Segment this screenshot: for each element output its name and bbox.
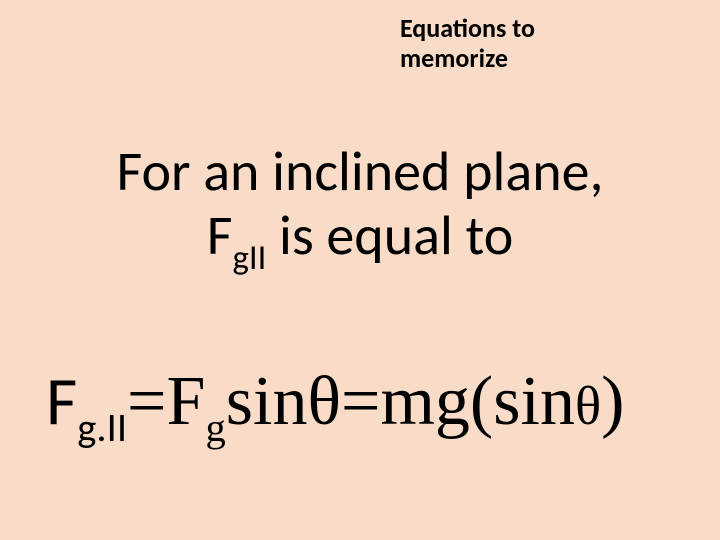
body-line-1: For an inclined plane, [117, 138, 604, 206]
body-line-2-post: is equal to [266, 202, 513, 270]
title-line-2: memorize [400, 42, 508, 74]
eq-theta1: θ [307, 363, 341, 440]
eq-F2: F [167, 363, 206, 440]
eq-mg: mg( [380, 363, 493, 440]
equation: Fg.II=Fgsinθ=mg(sinθ) [46, 360, 624, 450]
eq-sin2: sin [493, 363, 575, 440]
body-line-2-pre: F [207, 202, 233, 270]
slide-title: Equations to memorize [400, 14, 535, 74]
eq-sub2: g [205, 405, 225, 450]
eq-close-paren: ) [601, 363, 624, 440]
eq-sin1: sin [226, 363, 308, 440]
slide: Equations to memorize For an inclined pl… [0, 0, 720, 540]
eq-F1: F [46, 360, 77, 443]
slide-body: For an inclined plane, FgII is equal to [0, 140, 720, 277]
eq-equals-1: = [127, 363, 166, 440]
eq-sub1: g.II [77, 402, 127, 452]
body-line-2-subscript: gII [233, 237, 267, 279]
title-line-1: Equations to [400, 12, 535, 44]
eq-theta2: θ [575, 375, 601, 436]
eq-equals-2: = [341, 363, 380, 440]
